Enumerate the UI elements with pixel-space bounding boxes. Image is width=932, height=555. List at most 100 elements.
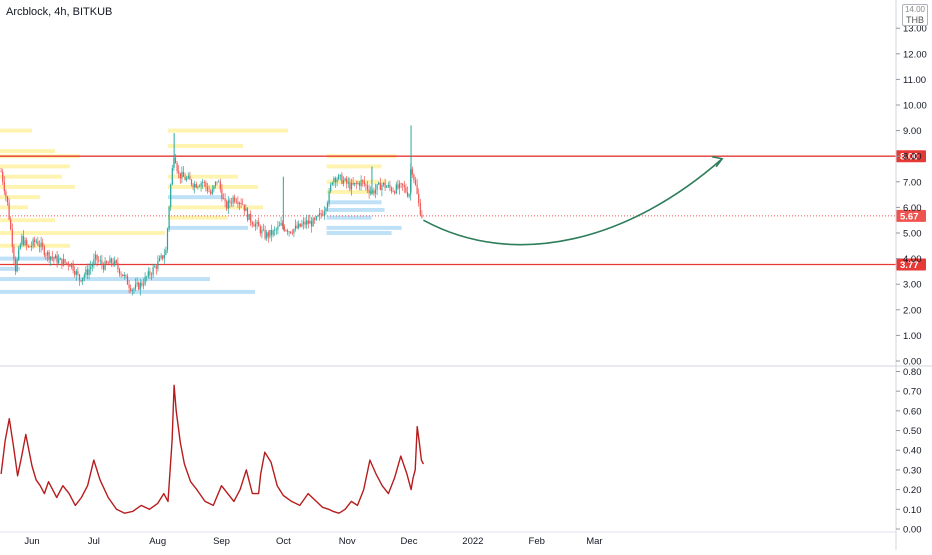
candle-body: [109, 258, 111, 264]
candle-body: [298, 223, 300, 229]
candle-body: [317, 215, 319, 217]
candle-body: [166, 228, 169, 250]
candle-body: [269, 229, 271, 237]
x-tick-label: 2022: [462, 536, 483, 547]
candle-body: [101, 260, 103, 265]
candle-body: [358, 183, 361, 187]
candle-body: [53, 257, 55, 259]
candle-body: [259, 226, 261, 234]
x-tick-label: Mar: [586, 536, 602, 547]
candle-body: [176, 163, 178, 172]
candle-body: [378, 182, 380, 185]
candle-body: [234, 197, 236, 202]
forecast-arrowhead[interactable]: [711, 155, 724, 168]
volume-profile-bar: [326, 231, 392, 235]
candle-body: [208, 190, 210, 192]
y-tick-label: 4.00: [903, 254, 922, 265]
candle-body: [264, 229, 266, 239]
candle-body: [78, 274, 81, 281]
candle-body: [270, 229, 273, 236]
candle-body: [309, 220, 311, 224]
candle-body: [46, 252, 49, 256]
volume-profile-bar: [326, 215, 372, 220]
candle-body: [118, 268, 121, 274]
volume-profile-bar: [326, 164, 382, 169]
candle-body: [59, 258, 61, 260]
volume-profile: [0, 128, 402, 294]
currency-label: THB: [906, 15, 924, 25]
candle-body: [93, 259, 95, 265]
candle-body: [21, 236, 23, 245]
candle-body: [266, 232, 268, 239]
candle-body: [202, 182, 204, 184]
candle-body: [323, 211, 325, 216]
candle-body: [307, 220, 309, 224]
candle-body: [170, 184, 172, 208]
candle-body: [277, 226, 279, 230]
candle-body: [338, 175, 340, 180]
candle-body: [386, 186, 388, 188]
candle-body: [346, 178, 348, 184]
currency-selector[interactable]: 14.00 THB: [902, 4, 928, 26]
chart-title: Arcblock, 4h, BITKUB: [6, 6, 113, 18]
candle-body: [306, 220, 308, 225]
candle-body: [242, 203, 244, 205]
candle-body: [99, 260, 101, 262]
candle-body: [320, 213, 322, 215]
candle-body: [278, 225, 281, 227]
indicator-line: [0, 384, 425, 514]
candle-body: [107, 263, 109, 264]
indicator-tick-label: 0.50: [903, 426, 922, 437]
volume-profile-bar: [0, 218, 55, 223]
candle-body: [282, 222, 284, 227]
volume-profile-bar: [326, 190, 375, 195]
candle-body: [381, 184, 383, 191]
candle-body: [330, 184, 332, 192]
volume-profile-bar: [0, 266, 20, 271]
candle-body: [155, 266, 157, 269]
candle-body: [402, 183, 404, 186]
candle-body: [413, 174, 415, 181]
candle-body: [187, 176, 189, 179]
candle-body: [190, 179, 193, 185]
candle-body: [56, 255, 58, 264]
candle-body: [94, 254, 97, 260]
candle-body: [3, 181, 5, 192]
y-tick-label: 10.00: [903, 101, 927, 112]
candle-body: [37, 241, 39, 246]
candle-body: [286, 230, 289, 233]
candle-body: [142, 284, 145, 286]
candle-body: [91, 264, 93, 267]
candle-body: [110, 258, 113, 263]
candle-body: [106, 261, 108, 264]
candle-body: [152, 267, 154, 275]
candle-body: [262, 229, 265, 231]
candle-body: [203, 182, 205, 183]
candle-body: [368, 189, 370, 193]
candle-body: [301, 224, 303, 227]
horizontal-levels[interactable]: 8.00 3.77 5.67: [0, 150, 926, 271]
candle-body: [397, 184, 399, 189]
candle-body: [157, 261, 159, 269]
candle-body: [194, 184, 196, 188]
candle-body: [24, 240, 26, 245]
candle-body: [5, 191, 7, 197]
candle-body: [354, 182, 356, 185]
forecast-curve[interactable]: [423, 158, 723, 246]
candle-body: [373, 190, 375, 194]
forecast-arrow[interactable]: [423, 155, 724, 246]
volume-profile-bar: [167, 215, 228, 220]
candle-body: [379, 182, 381, 191]
indicator-tick-label: 0.30: [903, 465, 922, 476]
candle-body: [58, 259, 60, 264]
y-tick-label: 3.00: [903, 280, 922, 291]
y-tick-label: 8.00: [903, 152, 922, 163]
candle-body: [178, 171, 180, 173]
candle-body: [222, 198, 225, 199]
indicator-tick-label: 0.10: [903, 505, 922, 516]
volume-profile-bar: [167, 195, 223, 200]
candle-body: [210, 191, 212, 194]
